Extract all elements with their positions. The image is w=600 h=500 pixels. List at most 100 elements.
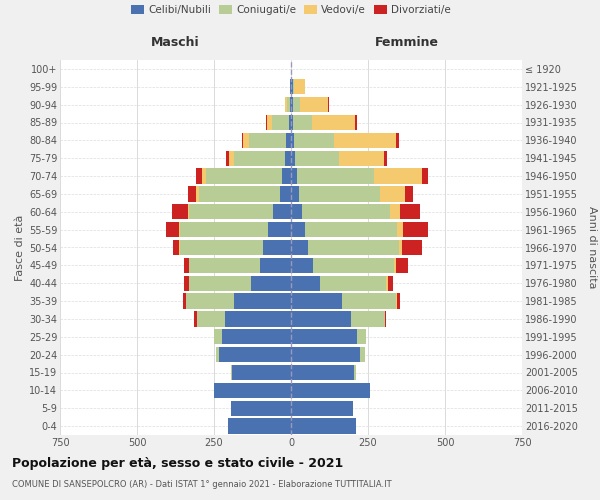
Bar (397, 294, 400, 308)
Bar (334, 133, 396, 148)
Bar (399, 240, 402, 255)
Bar (291, 258, 313, 273)
Bar (291, 150, 295, 166)
Bar (287, 97, 290, 112)
Bar (396, 133, 399, 148)
Bar (282, 168, 291, 184)
Bar (190, 258, 260, 273)
Bar (396, 294, 397, 308)
Bar (260, 258, 291, 273)
Bar (300, 97, 328, 112)
Bar (232, 365, 291, 380)
Bar (291, 222, 305, 237)
Bar (293, 79, 294, 94)
Bar (231, 365, 232, 380)
Bar (242, 133, 243, 148)
Bar (231, 400, 291, 416)
Bar (291, 204, 302, 220)
Bar (295, 150, 340, 166)
Bar (243, 133, 250, 148)
Bar (228, 418, 291, 434)
Bar (297, 168, 374, 184)
Bar (291, 133, 294, 148)
Bar (342, 294, 396, 308)
Bar (422, 168, 428, 184)
Bar (194, 312, 197, 326)
Bar (196, 168, 202, 184)
Bar (234, 150, 285, 166)
Bar (385, 312, 386, 326)
Bar (328, 97, 329, 112)
Bar (285, 97, 287, 112)
Text: COMUNE DI SANSEPOLCRO (AR) - Dati ISTAT 1° gennaio 2021 - Elaborazione TUTTITALI: COMUNE DI SANSEPOLCRO (AR) - Dati ISTAT … (12, 480, 392, 489)
Bar (402, 240, 422, 255)
Bar (291, 240, 308, 255)
Bar (267, 115, 272, 130)
Text: Femmine: Femmine (374, 36, 439, 50)
Y-axis label: Fasce di età: Fasce di età (14, 214, 25, 280)
Bar (202, 168, 206, 184)
Bar (291, 400, 353, 416)
Bar (354, 365, 356, 380)
Bar (384, 150, 387, 166)
Legend: Celibi/Nubili, Coniugati/e, Vedovi/e, Divorziati/e: Celibi/Nubili, Coniugati/e, Vedovi/e, Di… (130, 3, 452, 18)
Bar (190, 276, 251, 291)
Bar (180, 240, 263, 255)
Bar (172, 204, 188, 220)
Bar (179, 240, 180, 255)
Bar (218, 347, 291, 362)
Bar (179, 222, 180, 237)
Bar (291, 329, 357, 344)
Bar (214, 383, 291, 398)
Bar (396, 258, 408, 273)
Bar (286, 133, 291, 148)
Bar (291, 186, 299, 202)
Bar (400, 204, 421, 220)
Bar (394, 258, 396, 273)
Bar (290, 97, 291, 112)
Bar (291, 418, 356, 434)
Bar (291, 168, 297, 184)
Bar (189, 276, 190, 291)
Bar (380, 186, 405, 202)
Bar (308, 240, 399, 255)
Bar (291, 97, 293, 112)
Bar (215, 347, 218, 362)
Bar (272, 115, 289, 130)
Bar (355, 115, 356, 130)
Bar (291, 347, 360, 362)
Bar (397, 222, 403, 237)
Bar (291, 79, 293, 94)
Bar (190, 204, 272, 220)
Bar (234, 294, 291, 308)
Bar (305, 222, 397, 237)
Bar (340, 150, 384, 166)
Bar (313, 258, 394, 273)
Bar (312, 115, 355, 130)
Bar (250, 133, 286, 148)
Bar (357, 329, 367, 344)
Bar (302, 204, 389, 220)
Bar (173, 240, 179, 255)
Bar (291, 294, 342, 308)
Bar (290, 79, 291, 94)
Bar (293, 115, 312, 130)
Bar (389, 204, 400, 220)
Bar (360, 347, 365, 362)
Bar (293, 97, 300, 112)
Bar (184, 276, 189, 291)
Text: Maschi: Maschi (151, 36, 200, 50)
Bar (272, 204, 291, 220)
Bar (183, 294, 186, 308)
Bar (291, 276, 320, 291)
Bar (386, 276, 388, 291)
Bar (197, 312, 225, 326)
Bar (299, 186, 380, 202)
Bar (289, 115, 291, 130)
Bar (189, 258, 190, 273)
Bar (374, 168, 422, 184)
Bar (291, 383, 370, 398)
Bar (251, 276, 291, 291)
Bar (294, 133, 334, 148)
Bar (351, 312, 385, 326)
